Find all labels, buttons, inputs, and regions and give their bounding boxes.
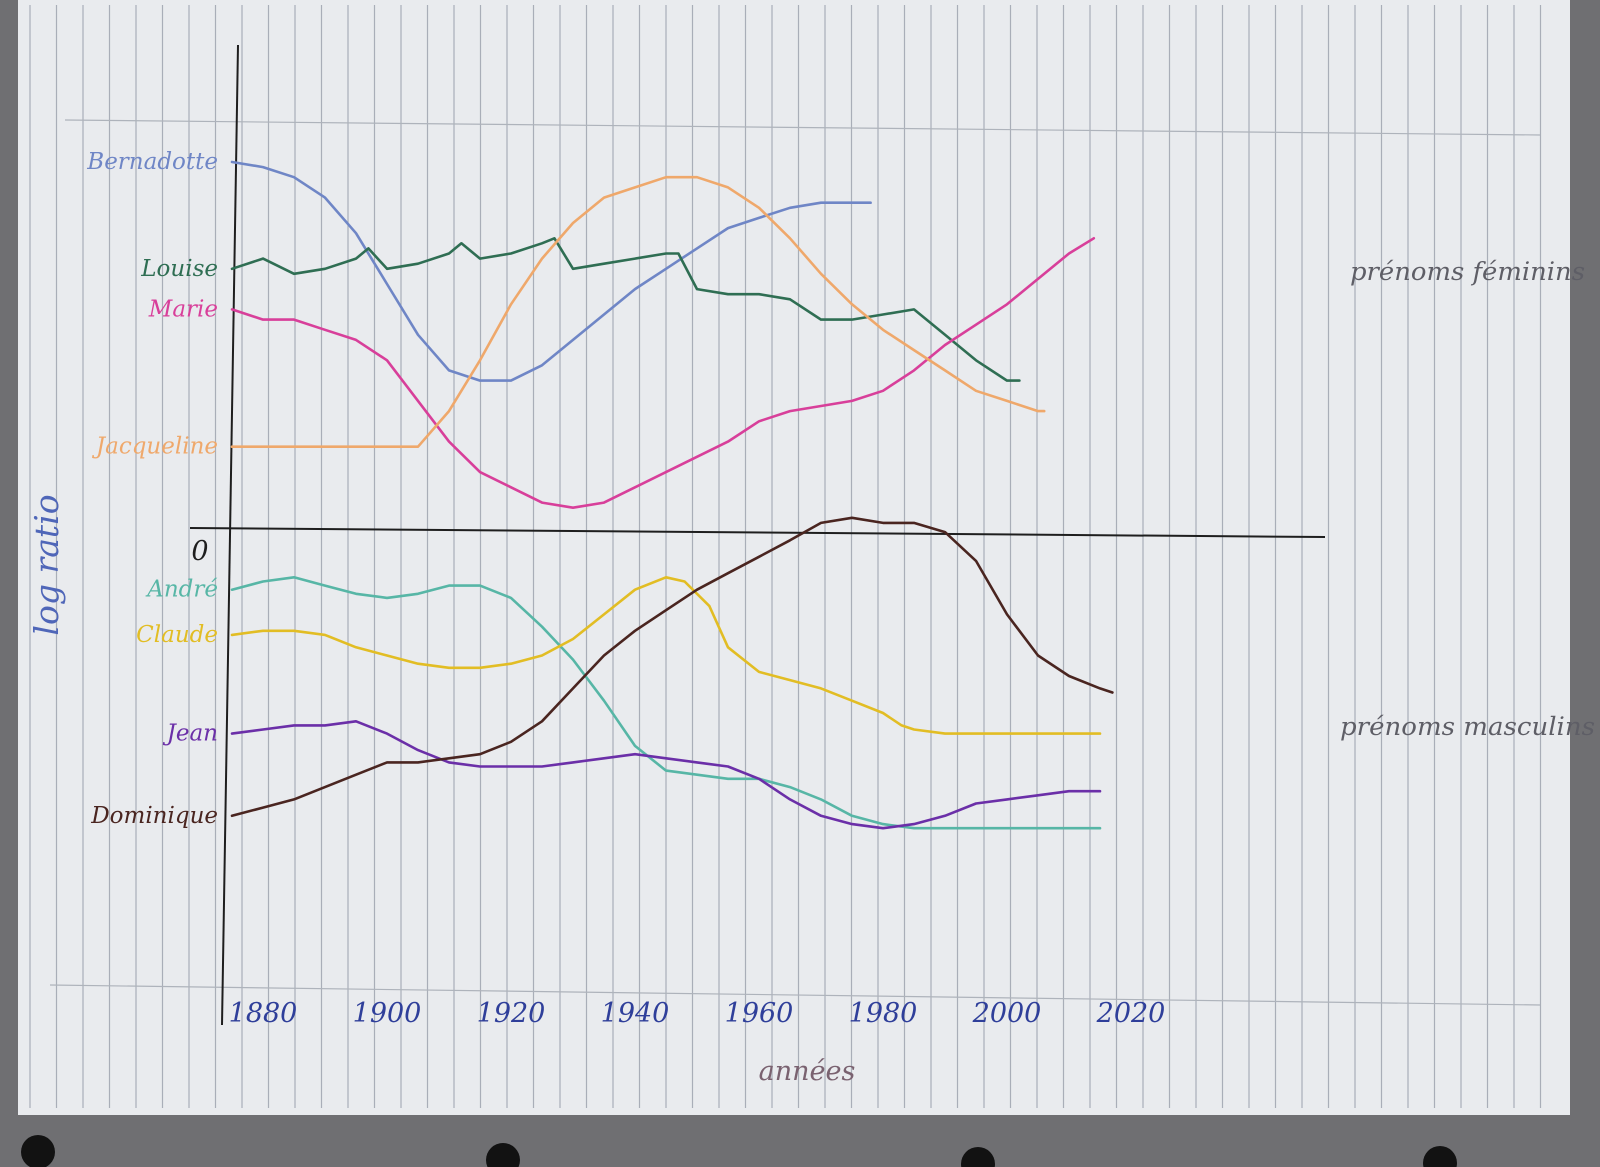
punch-hole (1423, 1146, 1457, 1167)
x-tick-label: 1900 (353, 998, 422, 1029)
series-label: Jacqueline (92, 434, 218, 460)
series-label: Marie (148, 296, 218, 322)
grid (29, 5, 1542, 1108)
punch-hole (961, 1147, 995, 1167)
x-axis-title: années (759, 1056, 856, 1087)
series-line-jacqueline (230, 175, 1046, 448)
group-label-masculine: prénoms masculins (1340, 712, 1595, 741)
x-tick-label: 1960 (725, 998, 794, 1029)
axes (189, 44, 1326, 1026)
series-label: Bernadotte (86, 149, 218, 175)
series-line-bernadotte (230, 160, 872, 382)
paper-sheet (18, 0, 1570, 1115)
punch-holes (21, 1135, 1457, 1167)
group-label-feminine: prénoms féminins (1350, 257, 1585, 286)
punch-hole (21, 1135, 55, 1167)
y-axis-title: log ratio (27, 494, 66, 635)
series-line-claude (230, 576, 1102, 735)
series-line-jean (230, 720, 1102, 830)
labels: Bernadotte Louise Marie Jacqueline André Clau… (27, 149, 1595, 1087)
grid-line-horizontal (49, 984, 1541, 1006)
x-tick-label: 2020 (1096, 998, 1166, 1029)
series-label: Dominique (90, 803, 218, 829)
x-tick-label: 1920 (477, 998, 546, 1029)
x-tick-label: 1880 (229, 998, 298, 1029)
grid-line-horizontal (64, 119, 1541, 136)
y-axis (221, 44, 239, 1026)
x-tick-label: 1980 (849, 998, 918, 1029)
series-lines (230, 160, 1114, 830)
zero-line (189, 527, 1326, 538)
series-label: André (145, 577, 218, 603)
series-label: Louise (140, 256, 218, 282)
origin-label: 0 (191, 536, 208, 567)
series-label: Claude (136, 622, 218, 648)
series-label: Jean (163, 721, 218, 747)
series-line-marie (230, 237, 1096, 509)
x-tick-label: 2000 (972, 998, 1042, 1029)
series-line-dominique (230, 516, 1114, 818)
series-line-andré (230, 576, 1102, 830)
series-line-louise (230, 237, 1021, 382)
punch-hole (486, 1143, 520, 1167)
x-tick-label: 1940 (601, 998, 670, 1029)
